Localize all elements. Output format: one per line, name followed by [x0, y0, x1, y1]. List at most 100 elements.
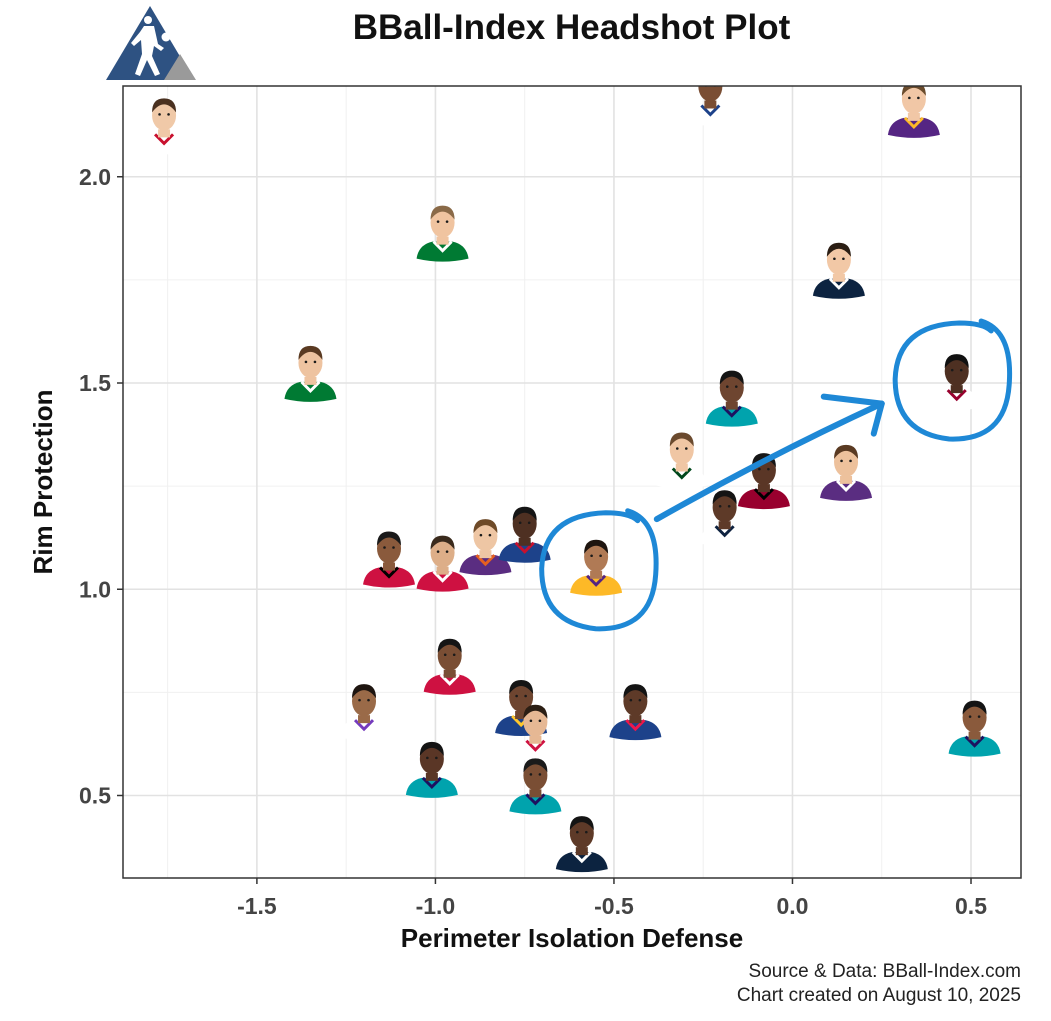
- highlight-circle: [892, 318, 1013, 442]
- headshot-eye: [167, 113, 170, 116]
- player-headshot-point: [416, 535, 469, 592]
- headshot-face: [712, 492, 737, 523]
- headshot-neck: [629, 715, 642, 724]
- x-tick-label: -0.5: [594, 893, 634, 919]
- headshot-neck: [950, 385, 963, 394]
- headshot-hair: [698, 70, 722, 84]
- headshot-eye: [727, 504, 731, 508]
- headshot-eye: [313, 360, 317, 364]
- headshot-eye: [849, 459, 852, 463]
- headshot-eye: [529, 773, 533, 776]
- headshot-neck: [757, 484, 770, 493]
- headshot-face: [719, 372, 744, 403]
- headshot-face: [430, 207, 455, 238]
- headshot-eye: [358, 698, 361, 702]
- basketball-player-icon: [131, 16, 171, 76]
- headshot-eye: [950, 368, 954, 372]
- player-headshot-point: [684, 70, 737, 126]
- headshot-face: [152, 100, 177, 131]
- headshot-face: [698, 86, 723, 102]
- logo-gray-triangle: [164, 54, 196, 80]
- headshot-eye: [515, 694, 518, 698]
- headshot-face: [298, 347, 323, 378]
- headshot-hair: [377, 531, 402, 546]
- headshot-eye: [959, 368, 963, 372]
- y-tick-label: 1.0: [79, 576, 111, 602]
- headshot-face: [584, 541, 609, 572]
- headshot-neck: [704, 100, 717, 109]
- player-headshot-point: [509, 704, 562, 761]
- headshot-neck: [383, 562, 396, 571]
- headshot-hair: [944, 354, 969, 369]
- headshot-eye: [524, 694, 527, 698]
- highlight-arrow-shaft: [653, 400, 885, 523]
- headshot-neck: [590, 570, 603, 579]
- headshot-eye: [718, 504, 722, 508]
- headshot-hair: [712, 490, 737, 505]
- headshot-hair: [298, 345, 323, 360]
- player-headshot-point: [698, 490, 751, 547]
- headshot-hair: [623, 684, 648, 699]
- headshot-neck: [529, 789, 542, 798]
- headshot-eye: [538, 719, 542, 723]
- headshot-neck: [675, 463, 688, 472]
- headshot-eye: [734, 385, 738, 388]
- headshot-hair: [826, 242, 851, 257]
- headshot-eye: [479, 533, 483, 537]
- x-axis-title: Perimeter Isolation Defense: [401, 923, 743, 953]
- player-headshot-point: [138, 98, 191, 155]
- headshot-eye: [833, 257, 836, 261]
- headshot-neck: [529, 735, 542, 744]
- headshot-hair: [419, 741, 444, 756]
- headshot-neck: [425, 772, 438, 781]
- headshot-neck: [158, 129, 171, 138]
- headshot-eye: [527, 521, 531, 525]
- headshot-face: [473, 521, 498, 552]
- grid-lines: [123, 86, 1021, 878]
- plot-border: [122, 85, 1022, 879]
- headshot-eye: [758, 467, 761, 471]
- player-headshot-point: [887, 86, 940, 138]
- headshot-eye: [158, 113, 161, 116]
- headshot-hair: [569, 816, 594, 831]
- player-headshot-point: [338, 684, 391, 741]
- headshot-neck: [840, 475, 853, 484]
- headshot-face: [962, 702, 987, 733]
- headshot-hair: [523, 758, 548, 773]
- headshot-hair: [352, 684, 377, 699]
- headshot-face: [437, 640, 462, 671]
- headshot-eye: [367, 698, 370, 702]
- player-headshot-point: [498, 506, 551, 563]
- headshot-neck: [304, 376, 317, 385]
- headshot-neck: [479, 550, 492, 559]
- headshot-eye: [725, 385, 729, 388]
- headshot-markers: [138, 70, 1001, 873]
- chart-title: BBall-Index Headshot Plot: [352, 8, 791, 47]
- headshot-face: [523, 706, 548, 737]
- plot-panel: [123, 86, 1021, 878]
- headshot-hair: [437, 638, 462, 653]
- headshot-eye: [426, 756, 429, 760]
- headshot-neck: [436, 566, 449, 575]
- player-headshot-point: [459, 519, 512, 576]
- headshot-hair: [523, 704, 548, 719]
- headshot-eye: [675, 447, 679, 450]
- headshot-eye: [977, 715, 981, 718]
- headshot-eye: [599, 554, 602, 558]
- headshot-eye: [629, 698, 633, 702]
- player-headshot-point: [705, 370, 758, 427]
- highlight-annotations: [539, 318, 1013, 632]
- headshot-hair: [901, 86, 926, 96]
- player-headshot-point: [930, 354, 983, 411]
- headshot-eye: [392, 546, 395, 549]
- player-headshot-point: [284, 345, 337, 402]
- headshot-eye: [590, 554, 593, 558]
- headshot-eye: [383, 546, 386, 549]
- headshot-neck: [436, 236, 449, 245]
- player-headshot-point: [812, 242, 865, 299]
- headshot-hair: [430, 205, 455, 220]
- headshot-face: [901, 86, 926, 114]
- headshot-hair: [473, 519, 498, 534]
- player-headshot-point: [948, 700, 1001, 757]
- headshot-eye: [638, 698, 642, 702]
